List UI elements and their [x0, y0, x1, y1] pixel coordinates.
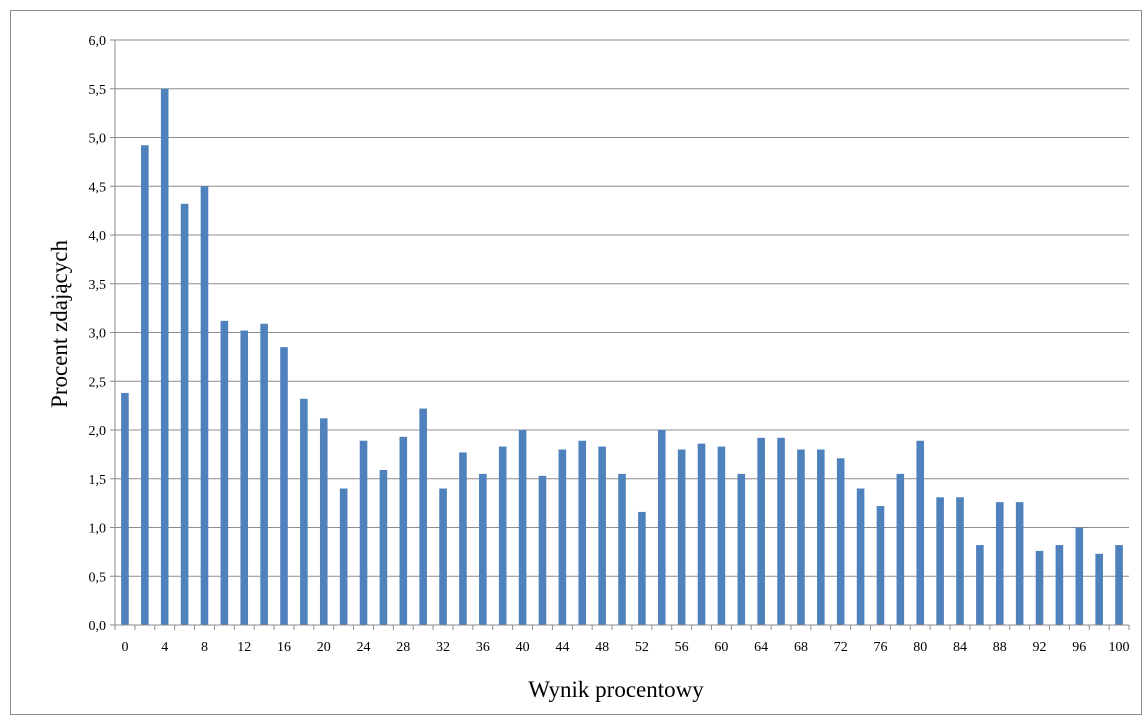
x-tick-label: 40	[516, 640, 530, 655]
bar	[160, 88, 169, 625]
x-tick-label: 80	[913, 640, 927, 655]
y-tick-label: 1,0	[89, 522, 107, 537]
bar	[757, 437, 765, 625]
x-tick-label: 4	[161, 640, 168, 655]
y-tick-label: 2,5	[89, 375, 107, 390]
bar	[916, 440, 925, 625]
bar	[399, 436, 408, 625]
bar	[638, 511, 646, 625]
x-axis-title: Wynik procentowy	[528, 677, 704, 702]
bar	[180, 203, 189, 626]
bar	[1095, 553, 1103, 625]
bar	[817, 449, 825, 625]
bar	[956, 497, 964, 625]
x-tick-label: 8	[201, 640, 208, 655]
x-tick-label: 24	[357, 640, 371, 655]
y-tick-label: 3,0	[89, 327, 107, 342]
x-tick-label: 48	[595, 640, 609, 655]
bar	[260, 323, 268, 625]
x-tick-label: 56	[675, 640, 689, 655]
bar	[737, 473, 746, 625]
x-tick-label: 44	[555, 640, 569, 655]
y-tick-label: 4,0	[89, 229, 107, 244]
bar-chart: 0,00,51,01,52,02,53,03,54,04,55,05,56,0 …	[47, 34, 1130, 702]
bar	[459, 452, 467, 625]
bar	[141, 145, 149, 626]
bar	[1015, 502, 1024, 625]
x-tick-labels: 0 4 8 12 16 20 24 28 32 36 40 44 48 52 56 60 64 68 72 76 80 8…	[121, 640, 1129, 655]
bar	[618, 473, 626, 625]
bar	[578, 440, 587, 625]
x-tick-label: 36	[476, 640, 490, 655]
x-tick-label: 68	[794, 640, 808, 655]
bar	[797, 449, 805, 625]
x-tick-label: 100	[1109, 640, 1130, 655]
chart-frame: 0,0 0,5 1,0 1,5 2,0 2,5 3,0 3,5 4,0 4,5 5,0 5,5 6,0 …	[10, 10, 1142, 715]
bar	[876, 506, 885, 625]
bar	[419, 408, 427, 625]
bar	[359, 440, 368, 625]
x-tick-label: 32	[436, 640, 450, 655]
bar	[240, 330, 249, 625]
y-axis-title: Procent zdających	[47, 240, 72, 408]
y-tick-label: 4,5	[89, 180, 107, 195]
y-tick-label: 5,0	[89, 132, 107, 147]
bar	[896, 473, 905, 625]
y-tick-label: 5,5	[89, 83, 107, 98]
x-tick-label: 52	[635, 640, 649, 655]
bar	[657, 430, 666, 625]
bar	[300, 398, 308, 625]
bar	[995, 502, 1004, 625]
y-tick-label: 2,0	[89, 424, 107, 439]
x-tick-label: 88	[993, 640, 1007, 655]
bar	[976, 545, 984, 625]
x-tick-label: 72	[834, 640, 848, 655]
x-tick-label: 96	[1072, 640, 1086, 655]
y-tick-labels: 0,0 0,5 1,0 1,5 2,0 2,5 3,0 3,5 4,0 4,5 5,0 5,5 6,0	[89, 34, 107, 634]
bar	[538, 475, 547, 625]
bar	[479, 473, 487, 625]
bar	[1055, 545, 1064, 625]
axes	[114, 40, 1130, 630]
bar	[220, 320, 229, 625]
bar	[836, 458, 845, 625]
bar	[319, 418, 328, 625]
x-tick-label: 84	[953, 640, 967, 655]
y-tick-label: 6,0	[89, 34, 107, 49]
bar	[200, 186, 209, 625]
x-tick-label: 64	[754, 640, 768, 655]
bar	[777, 437, 785, 625]
bar	[498, 446, 507, 625]
bar	[518, 430, 527, 625]
x-tick-label: 20	[317, 640, 331, 655]
bar	[598, 446, 606, 625]
bar	[856, 488, 865, 625]
x-tick-label: 16	[277, 640, 291, 655]
bar	[558, 449, 567, 625]
y-tick-label: 1,5	[89, 473, 107, 488]
x-tick-label: 28	[396, 640, 410, 655]
bar	[439, 488, 447, 625]
bar	[1075, 527, 1084, 625]
bar	[121, 392, 129, 625]
x-tick-label: 60	[714, 640, 728, 655]
bar	[339, 488, 348, 625]
x-tick-label: 76	[873, 640, 887, 655]
y-tick-label: 3,5	[89, 278, 107, 293]
y-tick-label: 0,5	[89, 570, 107, 585]
bar	[379, 469, 388, 625]
bar	[280, 347, 288, 625]
bar	[697, 443, 706, 625]
y-tick-label: 0,0	[89, 619, 107, 634]
bar	[677, 449, 686, 625]
bars	[121, 88, 1123, 626]
x-tick-label: 12	[237, 640, 251, 655]
x-tick-label: 92	[1033, 640, 1047, 655]
x-tick-label: 0	[121, 640, 128, 655]
bar	[1035, 550, 1044, 625]
bar	[717, 446, 726, 625]
bar	[936, 497, 944, 625]
bar	[1115, 545, 1123, 625]
